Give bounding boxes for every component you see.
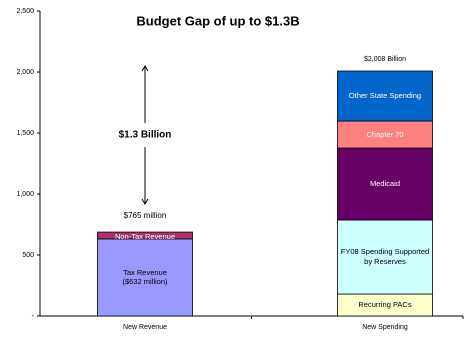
segment-label: Non-Tax Revenue xyxy=(98,232,193,241)
x-tick-label: New Spending xyxy=(362,324,408,331)
y-tick-label: 1,000 xyxy=(16,191,34,198)
segment-label-box: Medicaid xyxy=(338,148,433,220)
y-tick-label: 2,000 xyxy=(16,69,34,76)
y-tick-label: 1,500 xyxy=(16,130,34,137)
segment-label: Recurring PACs xyxy=(338,294,433,316)
x-tick-label: New Revenue xyxy=(123,324,167,331)
y-tick-label: - xyxy=(32,313,35,320)
segment-label: Chapter 70 xyxy=(338,121,433,148)
annotation: $1.3 Billion xyxy=(119,130,172,141)
series-name: Other State Spending xyxy=(348,91,422,101)
value-label: ($632 million) xyxy=(122,277,168,287)
series-name: Chapter 70 xyxy=(366,129,404,139)
y-tick-label: 2,500 xyxy=(16,8,34,15)
segment-label-box: Chapter 70 xyxy=(338,121,433,148)
segment-label: Other State Spending xyxy=(338,71,433,121)
annotation: $765 million xyxy=(124,211,167,220)
bar-segment xyxy=(337,70,433,122)
y-tick-label: 500 xyxy=(22,252,34,259)
segment-label-box: Tax Revenue($632 million) xyxy=(98,239,193,316)
arrow-head xyxy=(141,198,149,205)
segment-label-box: Other State Spending xyxy=(338,71,433,121)
bar-segment xyxy=(337,147,433,221)
series-name: Non-Tax Revenue xyxy=(114,232,176,241)
bar-segment xyxy=(337,120,433,149)
series-name: FY08 Spending Supported by Reserves xyxy=(340,247,430,266)
segment-label: FY08 Spending Supported by Reserves xyxy=(338,220,433,294)
annotation: $2,008 Billion xyxy=(364,56,406,63)
bar-segment xyxy=(97,238,193,317)
chart-title: Budget Gap of up to $1.3B xyxy=(136,13,299,28)
series-name: Tax Revenue xyxy=(123,267,167,277)
series-name: Medicaid xyxy=(369,179,400,189)
segment-label: Tax Revenue ($632 million) xyxy=(98,239,193,316)
segment-label-box: Non-Tax Revenue xyxy=(98,232,193,241)
arrow-head xyxy=(141,65,149,72)
segment-label: Medicaid xyxy=(338,148,433,220)
segment-label-box: FY08 Spending Supported by Reserves xyxy=(338,220,433,294)
series-name: Recurring PACs xyxy=(358,300,412,310)
segment-label-box: Recurring PACs xyxy=(338,294,433,316)
bar-segment xyxy=(97,231,193,240)
